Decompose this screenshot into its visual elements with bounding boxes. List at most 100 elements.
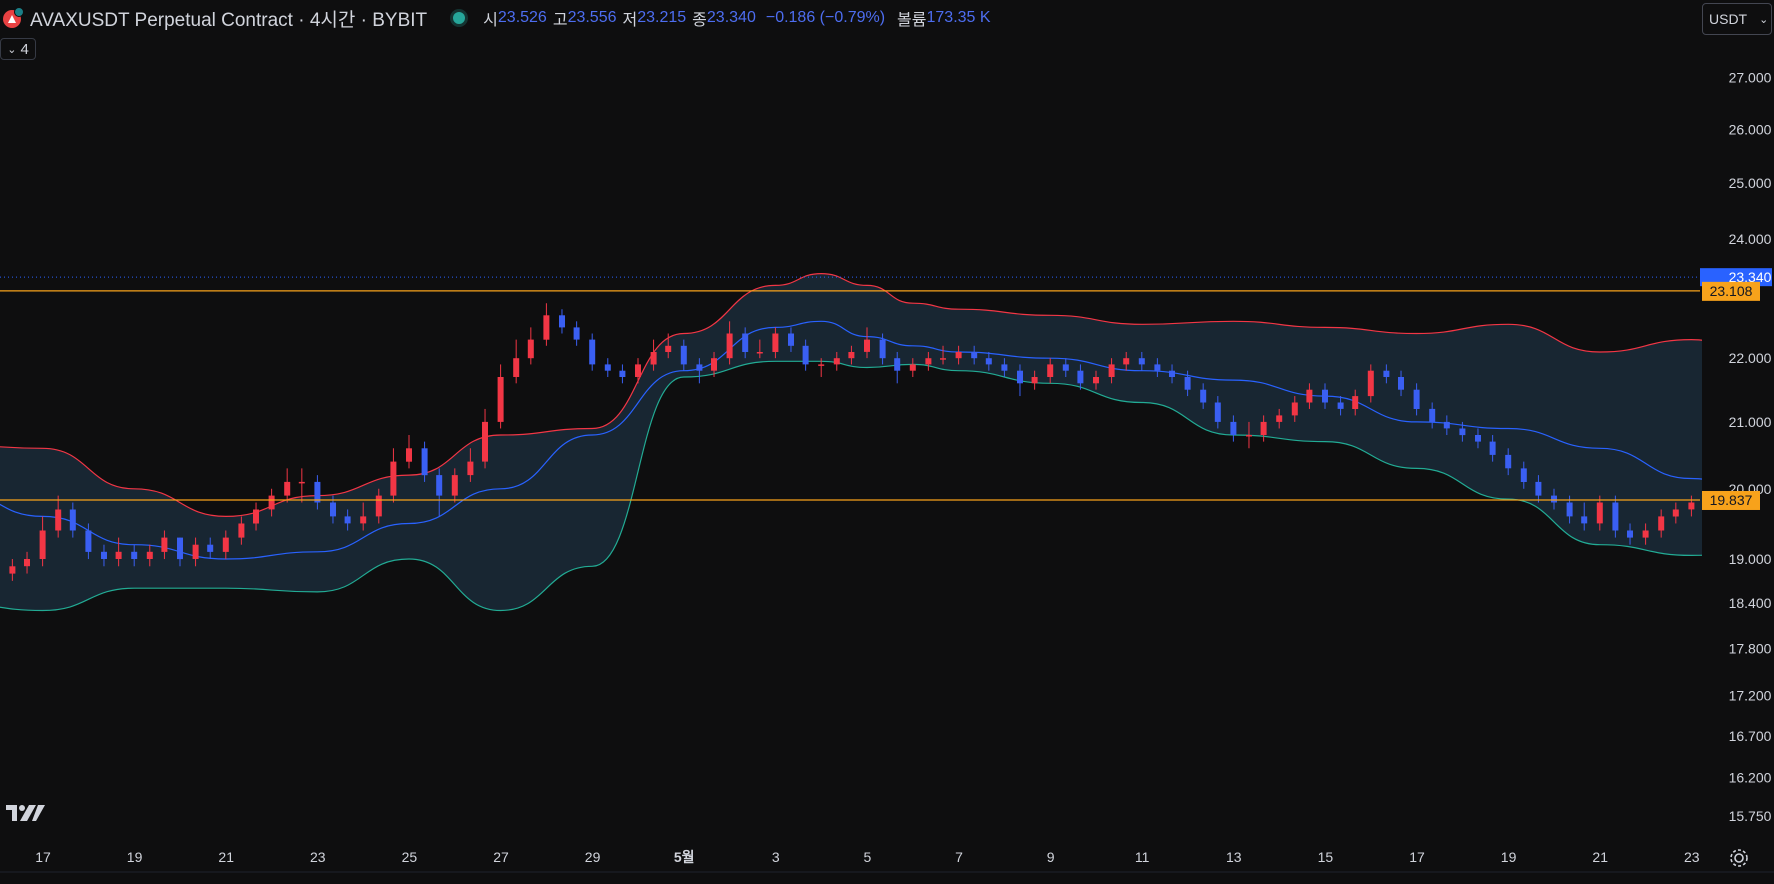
- candle-body: [1047, 364, 1054, 377]
- candle-body: [1520, 468, 1527, 482]
- gear-icon[interactable]: [1728, 847, 1750, 869]
- time-tick-label: 19: [127, 849, 143, 865]
- time-tick-label: 21: [218, 849, 234, 865]
- candle-body: [344, 516, 351, 524]
- candle-body: [909, 364, 916, 371]
- price-tick-label: 17.200: [1729, 687, 1772, 703]
- candle-body: [680, 345, 687, 365]
- symbol-title[interactable]: AVAXUSDT Perpetual Contract · 4시간 · BYBI…: [30, 9, 428, 31]
- hline-price-tag: [1702, 281, 1760, 301]
- indicator-count: 4: [20, 40, 29, 58]
- candle-body: [879, 339, 886, 359]
- high-label: 고: [552, 12, 568, 29]
- candle-body: [1672, 509, 1679, 517]
- candle-body: [1489, 441, 1496, 455]
- candle-body: [650, 352, 657, 365]
- candle-body: [696, 364, 703, 371]
- bollinger-bands: [0, 272, 1774, 612]
- indicators-toggle-button[interactable]: ⌄ 4: [0, 38, 36, 60]
- candle-body: [1017, 370, 1023, 384]
- candle-body: [406, 448, 412, 462]
- chevron-down-icon: ⌄: [1759, 13, 1769, 26]
- candle-body: [330, 502, 336, 517]
- candle-body: [314, 481, 321, 503]
- currency-select[interactable]: USDT ⌄: [1702, 3, 1772, 35]
- price-tick-label: 27.000: [1729, 70, 1772, 86]
- hline-price-label: 19.837: [1710, 492, 1753, 508]
- candle-body: [222, 537, 229, 552]
- candle-body: [1291, 402, 1298, 416]
- candle-body: [131, 551, 138, 559]
- hline-price-tag: [1702, 490, 1760, 510]
- candle-body: [1612, 502, 1619, 531]
- candle-body: [1123, 358, 1130, 365]
- candle-body: [1077, 370, 1084, 384]
- price-tick-label: 21.000: [1729, 414, 1772, 430]
- candle-body: [146, 551, 153, 559]
- volume-value: 173.35 K: [926, 9, 991, 26]
- candle-body: [421, 448, 428, 476]
- time-tick-label: 25: [402, 849, 418, 865]
- candle-body: [1093, 377, 1099, 384]
- candle-body: [467, 461, 474, 476]
- middle-band-line: [0, 320, 1774, 560]
- candle-body: [24, 559, 30, 567]
- candle-body: [482, 421, 488, 462]
- price-tick-label: 16.200: [1729, 769, 1772, 785]
- price-tick-label: 18.400: [1729, 595, 1772, 611]
- candle-body: [711, 358, 717, 371]
- candle-body: [971, 352, 978, 359]
- volume-label: 볼륨: [897, 12, 927, 29]
- band-fill: [0, 273, 1774, 611]
- price-axis-background: [1702, 0, 1774, 884]
- candle-body: [39, 530, 46, 559]
- close-value: 23.340: [706, 9, 756, 26]
- price-axis[interactable]: 27.00026.00025.00024.00022.00021.00020.0…: [1700, 0, 1774, 884]
- candle-body: [1322, 389, 1328, 403]
- candle-body: [1581, 516, 1588, 524]
- candle-body: [772, 333, 779, 352]
- candle-body: [1062, 364, 1069, 371]
- candle-body: [360, 516, 367, 524]
- candle-body: [1551, 495, 1557, 503]
- candle-body: [894, 358, 901, 371]
- price-tick-label: 25.000: [1729, 175, 1772, 191]
- candle-body: [1306, 389, 1313, 403]
- candle-body: [1475, 435, 1481, 442]
- avax-logo-icon: [2, 7, 24, 29]
- currency-label: USDT: [1709, 11, 1748, 27]
- candle-body: [559, 315, 565, 328]
- time-axis[interactable]: 17 19 21 23 25 27 29 5월 3 5 7 9 11 13 15 17 19 21 23: [0, 842, 1774, 884]
- candle-body: [1337, 402, 1344, 409]
- candle-body: [756, 352, 763, 354]
- candle-body: [1367, 370, 1374, 397]
- last-price-label: 23.340: [1729, 269, 1772, 285]
- candle-body: [284, 481, 291, 496]
- candle-body: [1200, 389, 1207, 403]
- price-tick-label: 22.000: [1729, 350, 1772, 366]
- candle-body: [298, 481, 305, 484]
- candle-body: [925, 358, 932, 365]
- candle-body: [1658, 516, 1665, 531]
- price-tick-label: 17.800: [1729, 640, 1772, 656]
- candle-body: [955, 352, 962, 359]
- candle-body: [497, 377, 504, 422]
- candle-body: [268, 495, 275, 510]
- candle-body: [589, 339, 596, 365]
- time-tick-label: 21: [1592, 849, 1608, 865]
- candle-body: [1154, 364, 1161, 371]
- candle-body: [985, 358, 992, 365]
- candle-body: [1429, 408, 1436, 422]
- candle-body: [1596, 502, 1603, 524]
- time-tick-label: 19: [1501, 849, 1517, 865]
- candle-body: [864, 339, 870, 352]
- time-tick-label: 5월: [674, 849, 695, 865]
- time-tick-label: 17: [1409, 849, 1425, 865]
- tradingview-logo-icon[interactable]: [6, 802, 46, 824]
- market-status-icon[interactable]: [453, 12, 466, 24]
- candle-body: [635, 364, 641, 377]
- change-value: −0.186 (−0.79%): [765, 9, 886, 26]
- candle-body: [451, 475, 458, 496]
- candle-body: [69, 509, 76, 531]
